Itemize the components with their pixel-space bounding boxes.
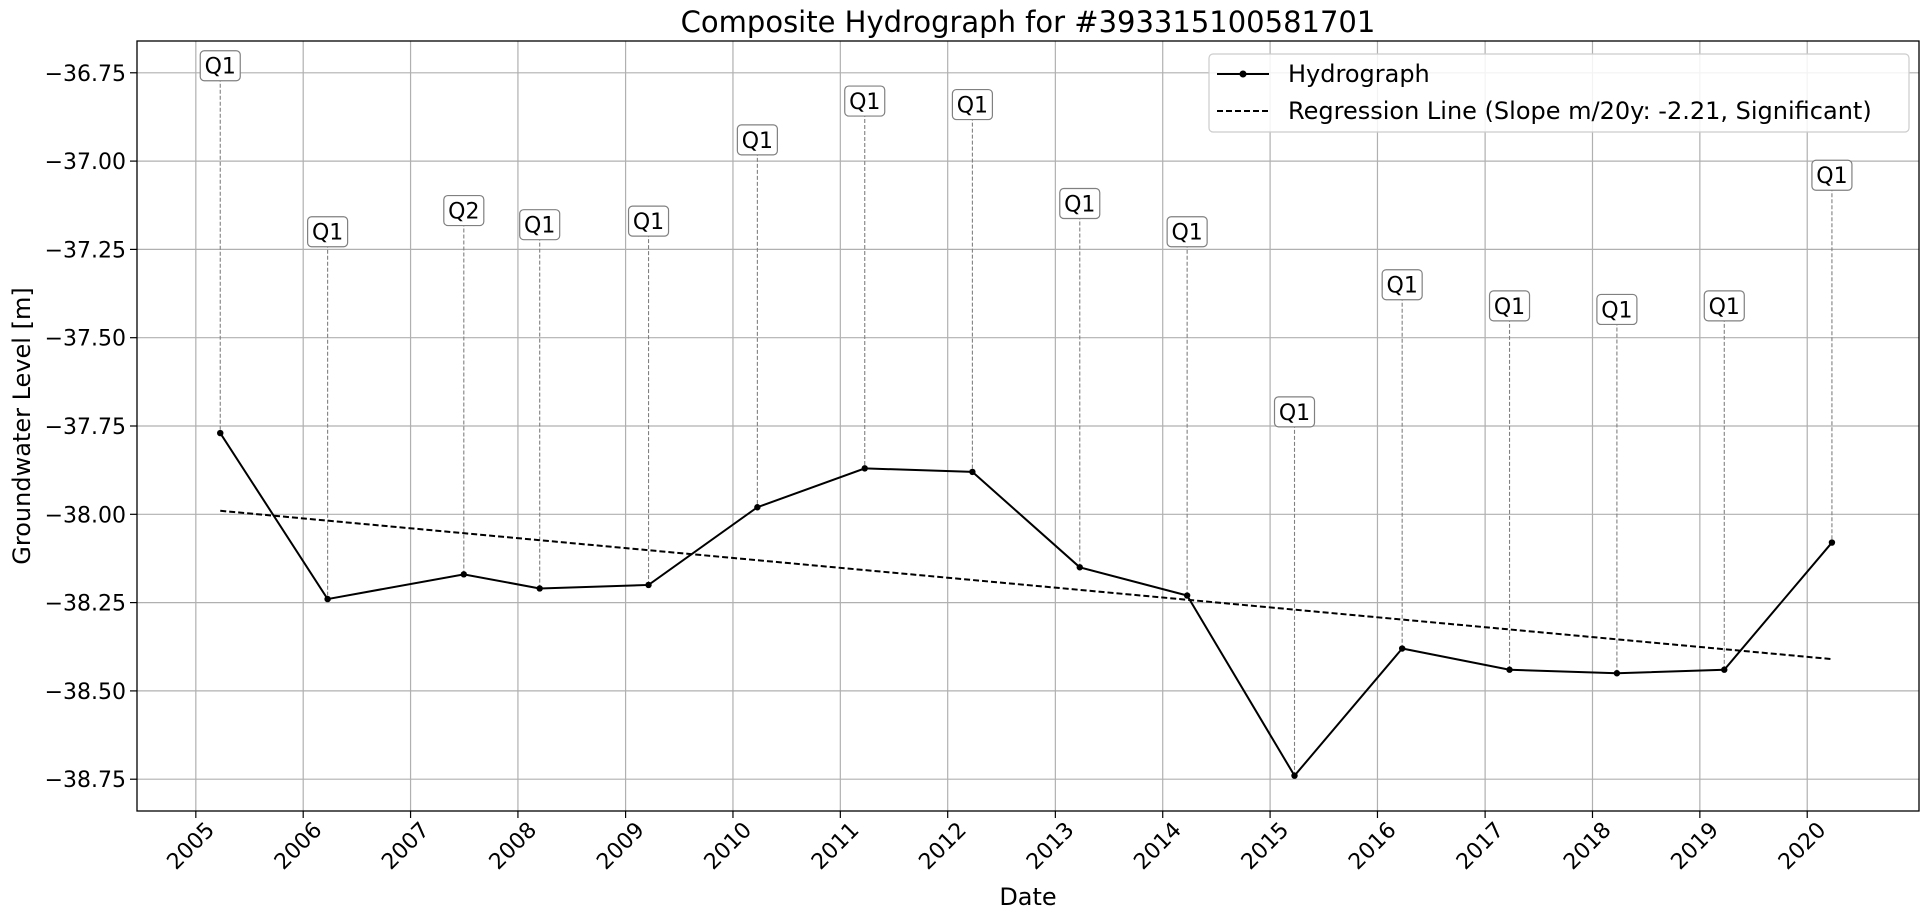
quarter-label: Q1 xyxy=(1279,401,1310,426)
hydrograph-point xyxy=(217,429,224,437)
hydrograph-markers xyxy=(217,429,1836,779)
y-axis-ticks: −36.75 −37.00 −37.25 −37.50 −37.75 −38.00 −38.… xyxy=(45,62,137,793)
quarter-label-box xyxy=(736,124,778,156)
quarter-label-box xyxy=(307,216,349,248)
hydrograph-point xyxy=(460,571,468,578)
quarter-label-box xyxy=(1488,290,1531,322)
hydrograph-point xyxy=(536,585,543,592)
quarter-label-stems xyxy=(219,65,1833,776)
quarter-label: Q1 xyxy=(1601,298,1632,323)
quarter-label-box xyxy=(951,88,994,121)
quarter-label: Q1 xyxy=(957,94,988,119)
series-lines xyxy=(219,432,1833,778)
quarter-label: Q1 xyxy=(633,210,664,235)
y-axis-label: Groundwater Level [m] xyxy=(8,287,36,564)
y-tick-label: −37.75 xyxy=(45,415,126,440)
quarter-label-box xyxy=(519,209,561,241)
hydrograph-point xyxy=(324,595,331,603)
y-tick-label: −36.75 xyxy=(45,62,126,87)
y-tick-label: −38.25 xyxy=(45,592,126,617)
hydrograph-point xyxy=(861,465,868,472)
quarter-label-box xyxy=(1703,290,1745,322)
quarter-label: Q1 xyxy=(849,90,880,115)
legend-box xyxy=(1208,53,1910,133)
legend-regression-label: Regression Line (Slope m/20y: -2.21, Sig… xyxy=(1288,97,1872,125)
quarter-label-box xyxy=(443,194,485,227)
quarter-label-box xyxy=(1596,293,1638,326)
y-tick-label: −38.75 xyxy=(45,768,126,793)
quarter-label: Q1 xyxy=(1709,295,1740,320)
quarter-label: Q2 xyxy=(448,200,479,225)
quarter-label-box xyxy=(199,50,241,82)
quarter-label-box xyxy=(627,205,670,237)
quarter-label-box xyxy=(1273,396,1316,428)
quarter-label: Q1 xyxy=(1064,192,1095,217)
y-tick-label: −37.50 xyxy=(45,327,126,352)
x-axis-label: Date xyxy=(999,883,1056,911)
y-tick-label: −38.00 xyxy=(45,503,126,528)
hydrograph-point xyxy=(1183,592,1191,599)
quarter-label: Q1 xyxy=(742,129,773,154)
hydrograph-point xyxy=(1076,564,1083,571)
hydrograph-point xyxy=(1828,539,1836,546)
quarter-label-box xyxy=(1059,187,1101,220)
hydrograph-point xyxy=(1721,666,1728,673)
quarter-label: Q1 xyxy=(1494,295,1525,320)
quarter-label: Q1 xyxy=(524,214,555,239)
hydrograph-point xyxy=(645,581,652,589)
quarter-label: Q1 xyxy=(1171,221,1202,246)
hydrograph-point xyxy=(1291,772,1298,779)
legend-hydrograph-marker xyxy=(1239,70,1247,78)
hydrograph-point xyxy=(1398,645,1406,652)
grid-lines xyxy=(137,41,1919,811)
chart-title: Composite Hydrograph for #39331510058170… xyxy=(681,5,1376,39)
hydrograph-point xyxy=(1613,670,1621,677)
quarter-labels: Q1 Q1 Q2 Q1 Q1 Q1 Q1 Q1 Q1 Q1 Q1 Q1 Q1 Q1 Q1 Q1 xyxy=(199,50,1853,428)
quarter-label-box xyxy=(844,85,886,117)
quarter-label: Q1 xyxy=(1387,274,1418,299)
quarter-label-box xyxy=(1381,269,1423,301)
hydrograph-point xyxy=(1506,666,1513,673)
legend: Hydrograph Regression Line (Slope m/20y:… xyxy=(1208,53,1910,133)
hydrograph-point xyxy=(754,504,761,511)
quarter-label: Q1 xyxy=(1816,164,1847,189)
quarter-label: Q1 xyxy=(205,55,236,80)
quarter-label: Q1 xyxy=(312,221,343,246)
y-tick-label: −37.00 xyxy=(45,150,126,175)
y-tick-label: −38.50 xyxy=(45,680,126,705)
hydrograph-line xyxy=(219,432,1833,778)
hydrograph-point xyxy=(969,468,976,476)
quarter-label-box xyxy=(1166,216,1208,248)
y-tick-label: −37.25 xyxy=(45,238,126,263)
quarter-label-box xyxy=(1811,159,1853,191)
legend-hydrograph-label: Hydrograph xyxy=(1288,60,1430,88)
